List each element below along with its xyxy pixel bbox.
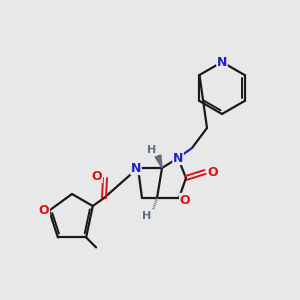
Text: N: N [131, 161, 141, 175]
Text: N: N [173, 152, 183, 164]
Polygon shape [155, 155, 162, 168]
Text: O: O [180, 194, 190, 206]
Text: N: N [217, 56, 227, 68]
Text: O: O [208, 166, 218, 178]
Text: O: O [39, 204, 50, 217]
Text: H: H [147, 145, 157, 155]
Text: O: O [92, 169, 102, 182]
Text: H: H [142, 211, 152, 221]
